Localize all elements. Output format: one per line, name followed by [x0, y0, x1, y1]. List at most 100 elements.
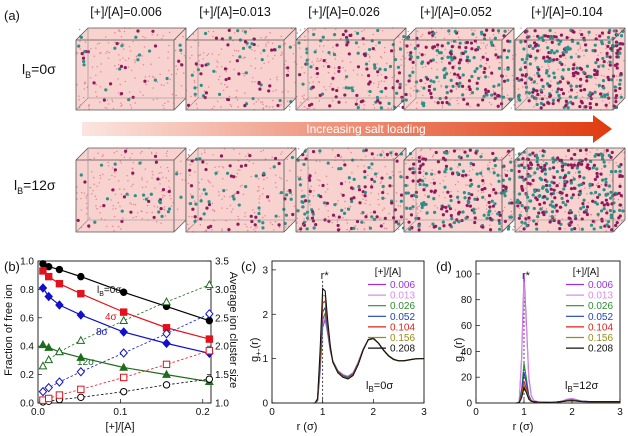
panel-b-series-label: 8σ — [96, 327, 109, 338]
polymer-bead — [298, 47, 301, 49]
anion-bead — [277, 45, 282, 49]
cation-bead — [433, 189, 438, 193]
anion-bead — [133, 194, 137, 198]
cation-bead — [411, 171, 415, 175]
polymer-bead — [286, 190, 289, 192]
polymer-bead — [363, 165, 365, 167]
cation-bead — [591, 199, 595, 203]
polymer-bead — [297, 147, 300, 150]
polymer-bead — [484, 199, 486, 201]
polymer-bead — [301, 95, 304, 97]
polymer-bead — [474, 29, 476, 32]
polymer-bead — [398, 220, 401, 222]
anion-bead — [550, 214, 554, 219]
panel-b-series-label: 4σ — [105, 312, 118, 323]
cation-bead — [390, 201, 394, 205]
cation-bead — [467, 79, 472, 83]
anion-bead — [318, 149, 322, 153]
cation-bead — [619, 194, 623, 198]
anion-bead — [179, 48, 183, 52]
cation-bead — [267, 89, 271, 93]
anion-bead — [589, 159, 593, 164]
anion-bead — [326, 161, 330, 165]
cation-bead — [384, 75, 388, 80]
cation-bead — [556, 87, 560, 91]
polymer-bead — [456, 148, 458, 151]
polymer-bead — [164, 102, 166, 105]
anion-bead — [206, 62, 210, 66]
polymer-bead — [201, 153, 203, 155]
cation-bead — [579, 88, 583, 93]
polymer-bead — [322, 50, 324, 53]
polymer-bead — [480, 174, 483, 176]
polymer-bead — [166, 82, 169, 84]
anion-bead — [333, 203, 337, 207]
cation-bead — [285, 73, 290, 77]
polymer-bead — [443, 55, 445, 57]
polymer-bead — [278, 192, 281, 195]
polymer-bead — [269, 167, 272, 169]
cation-bead — [417, 228, 421, 232]
polymer-bead — [132, 217, 134, 219]
anion-bead — [305, 210, 310, 214]
anion-bead — [504, 189, 508, 193]
anion-bead — [479, 171, 483, 175]
polymer-bead — [325, 89, 327, 91]
anion-bead — [425, 183, 429, 187]
polymer-bead — [129, 50, 132, 52]
polymer-bead — [368, 94, 370, 97]
cation-bead — [520, 73, 525, 77]
polymer-bead — [580, 36, 582, 39]
polymer-bead — [278, 226, 281, 228]
polymer-bead — [93, 157, 95, 159]
polymer-bead — [515, 154, 517, 156]
polymer-bead — [316, 76, 318, 79]
polymer-bead — [117, 78, 119, 80]
cation-bead — [610, 150, 614, 155]
polymer-bead — [333, 72, 336, 75]
polymer-bead — [453, 54, 455, 57]
cation-bead — [427, 31, 431, 35]
cation-bead — [81, 56, 86, 60]
cation-bead — [349, 33, 353, 37]
anion-bead — [535, 102, 539, 107]
polymer-bead — [501, 157, 503, 159]
polymer-bead — [317, 80, 320, 83]
polymer-bead — [90, 48, 92, 50]
cation-bead — [445, 100, 449, 105]
polymer-bead — [279, 176, 281, 179]
cation-bead — [571, 71, 575, 76]
anion-bead — [297, 41, 301, 45]
polymer-bead — [120, 193, 123, 196]
polymer-bead — [255, 101, 258, 103]
polymer-bead — [310, 76, 312, 79]
polymer-bead — [221, 228, 223, 230]
polymer-bead — [463, 176, 465, 179]
cation-bead — [593, 177, 597, 182]
polymer-bead — [485, 208, 488, 210]
cation-bead — [153, 44, 158, 48]
polymer-bead — [416, 102, 418, 104]
anion-bead — [497, 221, 502, 226]
polymer-bead — [76, 84, 78, 86]
anion-bead — [347, 86, 351, 90]
polymer-bead — [310, 185, 312, 188]
polymer-bead — [392, 150, 394, 152]
polymer-bead — [448, 85, 450, 87]
anion-bead — [578, 191, 582, 196]
polymer-bead — [207, 53, 210, 55]
cation-bead — [580, 32, 584, 37]
polymer-bead — [416, 30, 419, 32]
cation-bead — [483, 186, 487, 191]
panel-b-point — [55, 265, 64, 274]
polymer-bead — [376, 63, 379, 65]
polymer-bead — [543, 88, 545, 90]
cation-bead — [209, 224, 213, 228]
anion-bead — [566, 47, 570, 51]
anion-bead — [615, 33, 619, 37]
cation-bead — [552, 58, 556, 62]
polymer-bead — [386, 155, 389, 158]
panel-b-point — [119, 387, 128, 396]
anion-bead — [605, 93, 610, 97]
anion-bead — [472, 211, 476, 215]
